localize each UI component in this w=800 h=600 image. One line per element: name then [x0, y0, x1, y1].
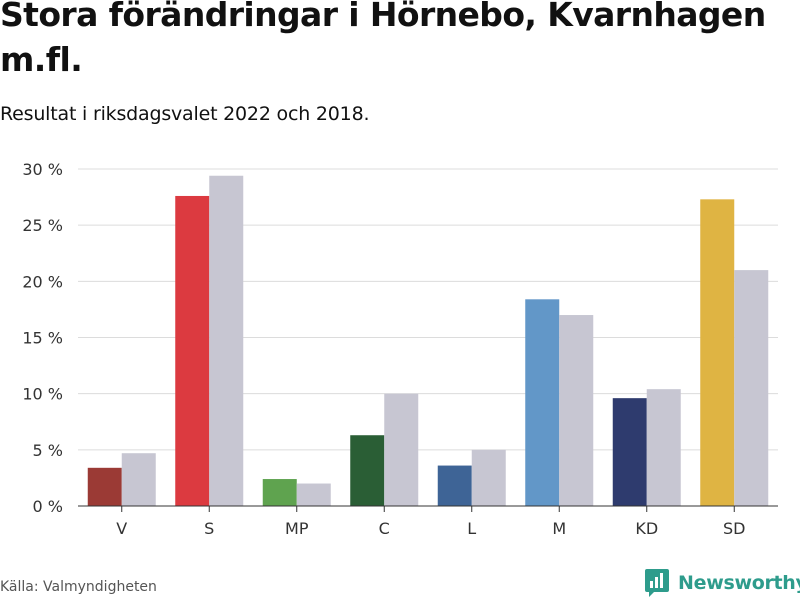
y-tick-label: 10 % — [22, 385, 63, 404]
y-tick-label: 15 % — [22, 329, 63, 348]
logo-text: Newsworthy — [678, 572, 800, 594]
chart-subtitle: Resultat i riksdagsvalet 2022 och 2018. — [0, 103, 370, 125]
x-tick-label: C — [379, 519, 390, 538]
y-axis-ticks: 0 % 5 % 10 % 15 % 20 % 25 % 30 % — [22, 160, 63, 516]
bar-2018-C — [384, 393, 419, 506]
bar-2018-M — [559, 315, 594, 506]
bar-2022-MP — [262, 479, 297, 506]
y-tick-label: 25 % — [22, 216, 63, 235]
bar-2022-KD — [612, 398, 647, 506]
bar-2018-L — [471, 449, 506, 506]
x-tick-label: MP — [285, 519, 309, 538]
y-tick-label: 5 % — [33, 441, 63, 460]
y-tick-label: 20 % — [22, 272, 63, 291]
bar-2022-L — [437, 465, 472, 506]
bar-2022-M — [525, 299, 560, 506]
x-tick-label: L — [467, 519, 476, 538]
bar-2018-V — [121, 453, 156, 506]
bar-2022-C — [350, 435, 385, 506]
y-tick-label: 30 % — [22, 160, 63, 179]
x-tick-label: SD — [723, 519, 745, 538]
bar-2022-S — [175, 195, 210, 506]
bars — [87, 175, 769, 507]
y-tick-label: 0 % — [33, 497, 63, 516]
chart-title: Stora förändringar i Hörnebo, Kvarnhagen… — [0, 0, 766, 79]
newsworthy-logo[interactable]: Newsworthy — [644, 568, 800, 598]
bar-2022-SD — [700, 199, 735, 506]
bar-chart-badge-icon — [645, 569, 669, 597]
bar-2018-KD — [646, 389, 681, 506]
x-tick-label: V — [116, 519, 127, 538]
x-tick-label: S — [204, 519, 214, 538]
bar-2018-S — [209, 175, 244, 507]
x-axis-ticks: V S MP C L M KD SD — [116, 506, 745, 538]
x-tick-label: M — [552, 519, 566, 538]
bar-2018-MP — [296, 483, 331, 506]
bar-2018-SD — [734, 270, 769, 506]
bar-2022-V — [87, 467, 122, 506]
source-note: Källa: Valmyndigheten — [0, 579, 157, 595]
x-tick-label: KD — [635, 519, 658, 538]
